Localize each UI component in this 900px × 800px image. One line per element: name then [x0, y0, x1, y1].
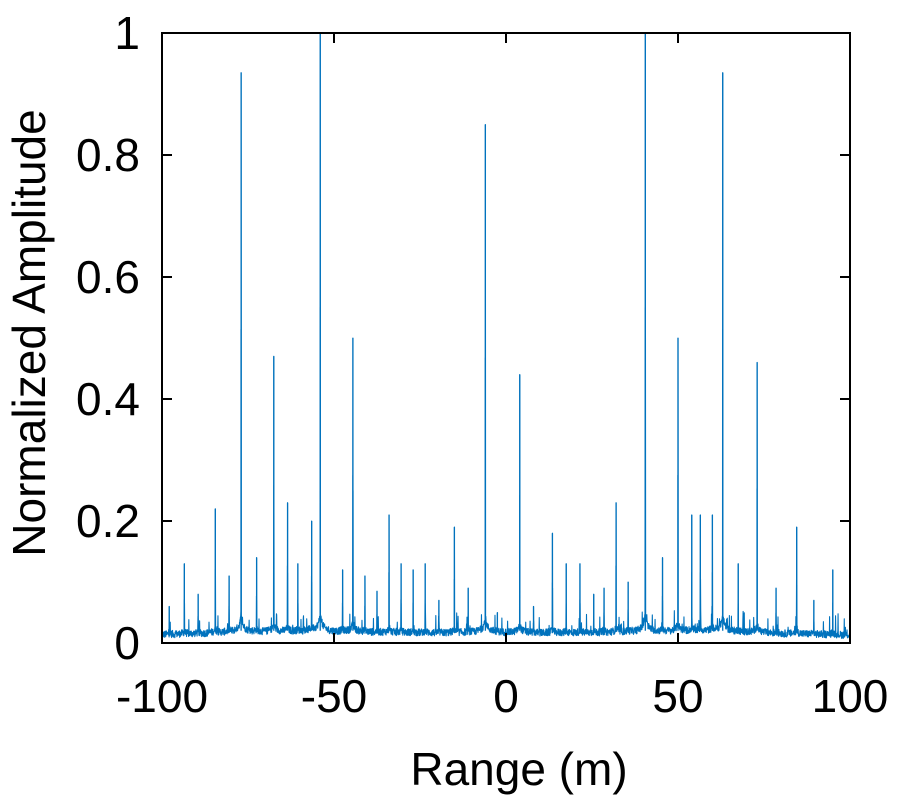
y-tick-label: 1	[114, 7, 140, 59]
x-axis-title: Range (m)	[410, 743, 627, 795]
x-tick-label: -50	[301, 670, 367, 722]
x-tick-label: 0	[493, 670, 519, 722]
x-tick-label: 100	[812, 670, 889, 722]
y-tick-label: 0.6	[76, 251, 140, 303]
y-tick-label: 0.4	[76, 373, 140, 425]
signal-series-line	[161, 32, 851, 639]
x-tick-label: -100	[116, 670, 208, 722]
y-tick-label: 0.2	[76, 495, 140, 547]
x-tick-label: 50	[652, 670, 703, 722]
axes: -100 -50 0 50 100 0 0.2 0.4 0.6 0.8 1	[76, 7, 888, 722]
y-tick-label: 0.8	[76, 129, 140, 181]
plot-area	[161, 32, 851, 639]
y-axis-title: Normalized Amplitude	[3, 109, 55, 556]
y-tick-label: 0	[114, 617, 140, 669]
